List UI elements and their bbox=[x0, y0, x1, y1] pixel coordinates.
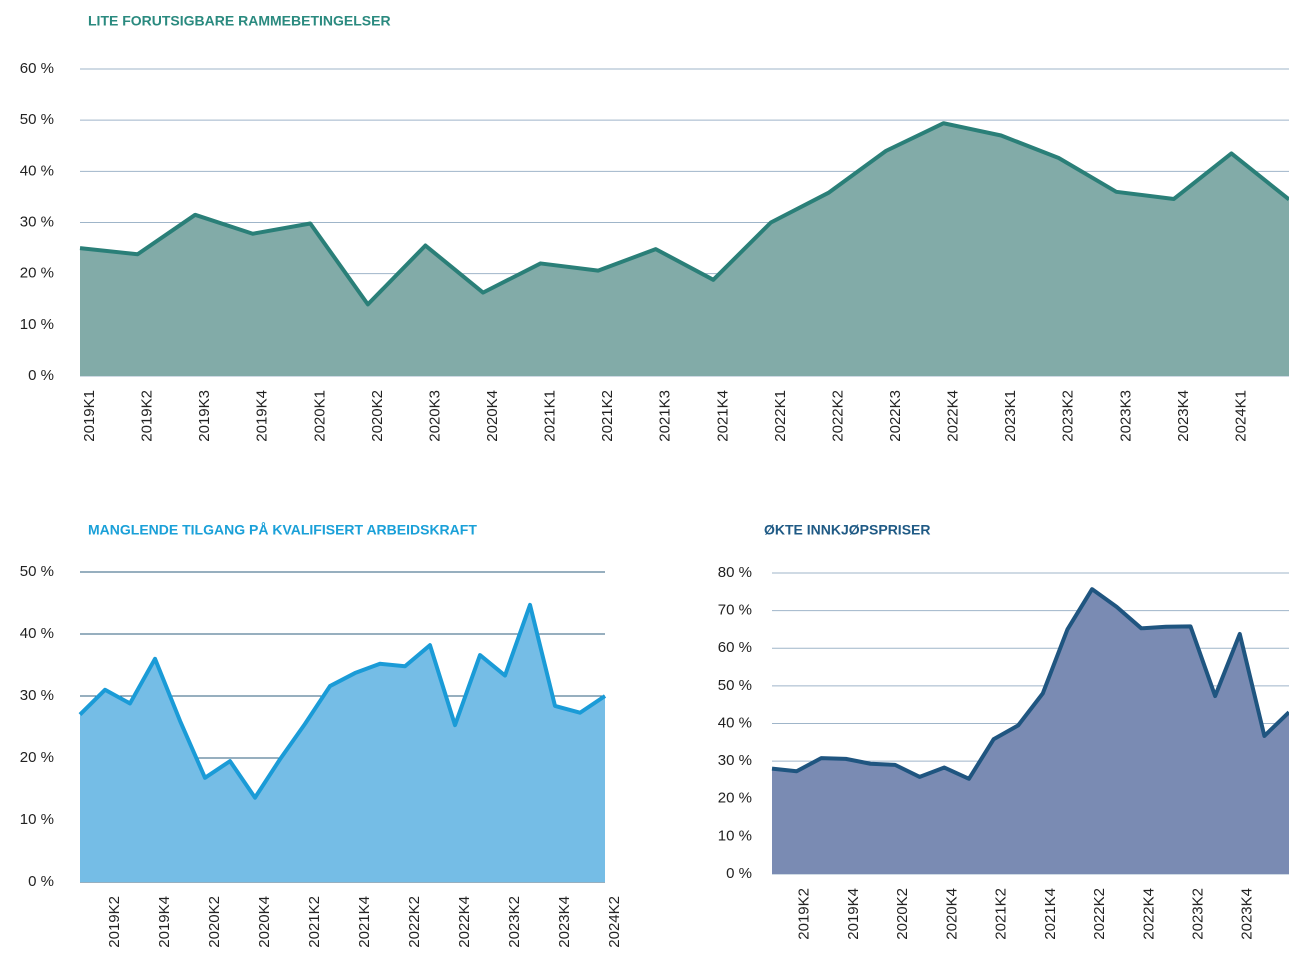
chart-title: MANGLENDE TILGANG PÅ KVALIFISERT ARBEIDS… bbox=[88, 522, 477, 538]
x-tick-label: 2023K2 bbox=[1189, 888, 1206, 940]
line bbox=[771, 587, 1289, 781]
x-tick-label: 2019K4 bbox=[156, 896, 173, 948]
y-tick-label: 40 % bbox=[20, 625, 54, 642]
x-tick-label: 2023K3 bbox=[1117, 390, 1134, 442]
y-tick-label: 30 % bbox=[20, 687, 54, 704]
x-tick-label: 2019K1 bbox=[81, 390, 98, 442]
y-tick-label: 30 % bbox=[718, 752, 752, 769]
x-tick-label: 2021K4 bbox=[356, 896, 373, 948]
line bbox=[79, 121, 1289, 307]
x-tick-label: 2023K4 bbox=[1239, 888, 1256, 940]
x-tick-label: 2020K3 bbox=[426, 390, 443, 442]
x-tick-label: 2024K1 bbox=[1232, 390, 1249, 442]
y-tick-label: 20 % bbox=[20, 749, 54, 766]
x-tick-label: 2021K4 bbox=[714, 390, 731, 442]
y-tick-label: 50 % bbox=[20, 111, 54, 128]
y-tick-label: 0 % bbox=[28, 873, 54, 890]
x-tick-label: 2019K2 bbox=[106, 896, 123, 948]
x-tick-label: 2024K2 bbox=[1288, 888, 1289, 940]
y-tick-label: 0 % bbox=[28, 367, 54, 384]
x-tick-label: 2023K2 bbox=[1060, 390, 1077, 442]
x-tick-label: 2021K2 bbox=[306, 896, 323, 948]
x-tick-label: 2019K2 bbox=[139, 390, 156, 442]
y-tick-label: 10 % bbox=[718, 827, 752, 844]
x-tick-label: 2020K2 bbox=[206, 896, 223, 948]
x-tick-label: 2022K4 bbox=[1140, 888, 1157, 940]
y-tick-label: 0 % bbox=[726, 865, 752, 882]
y-tick-label: 50 % bbox=[718, 677, 752, 694]
y-tick-label: 70 % bbox=[718, 602, 752, 619]
x-tick-label: 2022K2 bbox=[1091, 888, 1108, 940]
x-tick-label: 2019K4 bbox=[845, 888, 862, 940]
x-tick-label: 2022K4 bbox=[456, 896, 473, 948]
x-tick-label: 2020K4 bbox=[484, 390, 501, 442]
x-tick-label: 2021K4 bbox=[1042, 888, 1059, 940]
y-tick-label: 60 % bbox=[718, 639, 752, 656]
x-tick-label: 2020K4 bbox=[943, 888, 960, 940]
x-tick-label: 2021K2 bbox=[599, 390, 616, 442]
y-tick-label: 30 % bbox=[20, 213, 54, 230]
x-tick-label: 2020K2 bbox=[894, 888, 911, 940]
x-tick-label: 2020K4 bbox=[256, 896, 273, 948]
y-tick-label: 50 % bbox=[20, 563, 54, 580]
x-tick-label: 2023K1 bbox=[1002, 390, 1019, 442]
x-tick-label: 2022K2 bbox=[406, 896, 423, 948]
x-tick-label: 2021K1 bbox=[542, 390, 559, 442]
area bbox=[80, 604, 605, 882]
x-tick-label: 2020K2 bbox=[369, 390, 386, 442]
area bbox=[772, 589, 1289, 874]
x-tick-label: 2022K1 bbox=[772, 390, 789, 442]
x-tick-label: 2022K3 bbox=[887, 390, 904, 442]
x-tick-label: 2019K4 bbox=[254, 390, 271, 442]
y-tick-label: 10 % bbox=[20, 316, 54, 333]
y-tick-label: 60 % bbox=[20, 60, 54, 77]
x-tick-label: 2023K4 bbox=[1175, 390, 1192, 442]
y-tick-label: 20 % bbox=[20, 265, 54, 282]
x-tick-label: 2022K4 bbox=[945, 390, 962, 442]
x-tick-label: 2021K2 bbox=[993, 888, 1010, 940]
area bbox=[80, 123, 1289, 376]
x-tick-label: 2020K1 bbox=[311, 390, 328, 442]
chart-title: ØKTE INNKJØPSPRISER bbox=[764, 522, 930, 538]
y-tick-label: 40 % bbox=[20, 162, 54, 179]
x-tick-label: 2022K2 bbox=[829, 390, 846, 442]
x-tick-label: 2021K3 bbox=[657, 390, 674, 442]
x-tick-label: 2024K2 bbox=[606, 896, 623, 948]
x-tick-label: 2023K2 bbox=[506, 896, 523, 948]
y-tick-label: 40 % bbox=[718, 714, 752, 731]
y-tick-label: 10 % bbox=[20, 811, 54, 828]
y-tick-label: 80 % bbox=[718, 564, 752, 581]
line bbox=[78, 602, 607, 800]
x-tick-label: 2023K4 bbox=[556, 896, 573, 948]
x-tick-label: 2019K2 bbox=[796, 888, 813, 940]
y-tick-label: 20 % bbox=[718, 790, 752, 807]
chart-title: LITE FORUTSIGBARE RAMMEBETINGELSER bbox=[88, 13, 391, 29]
x-tick-label: 2019K3 bbox=[196, 390, 213, 442]
